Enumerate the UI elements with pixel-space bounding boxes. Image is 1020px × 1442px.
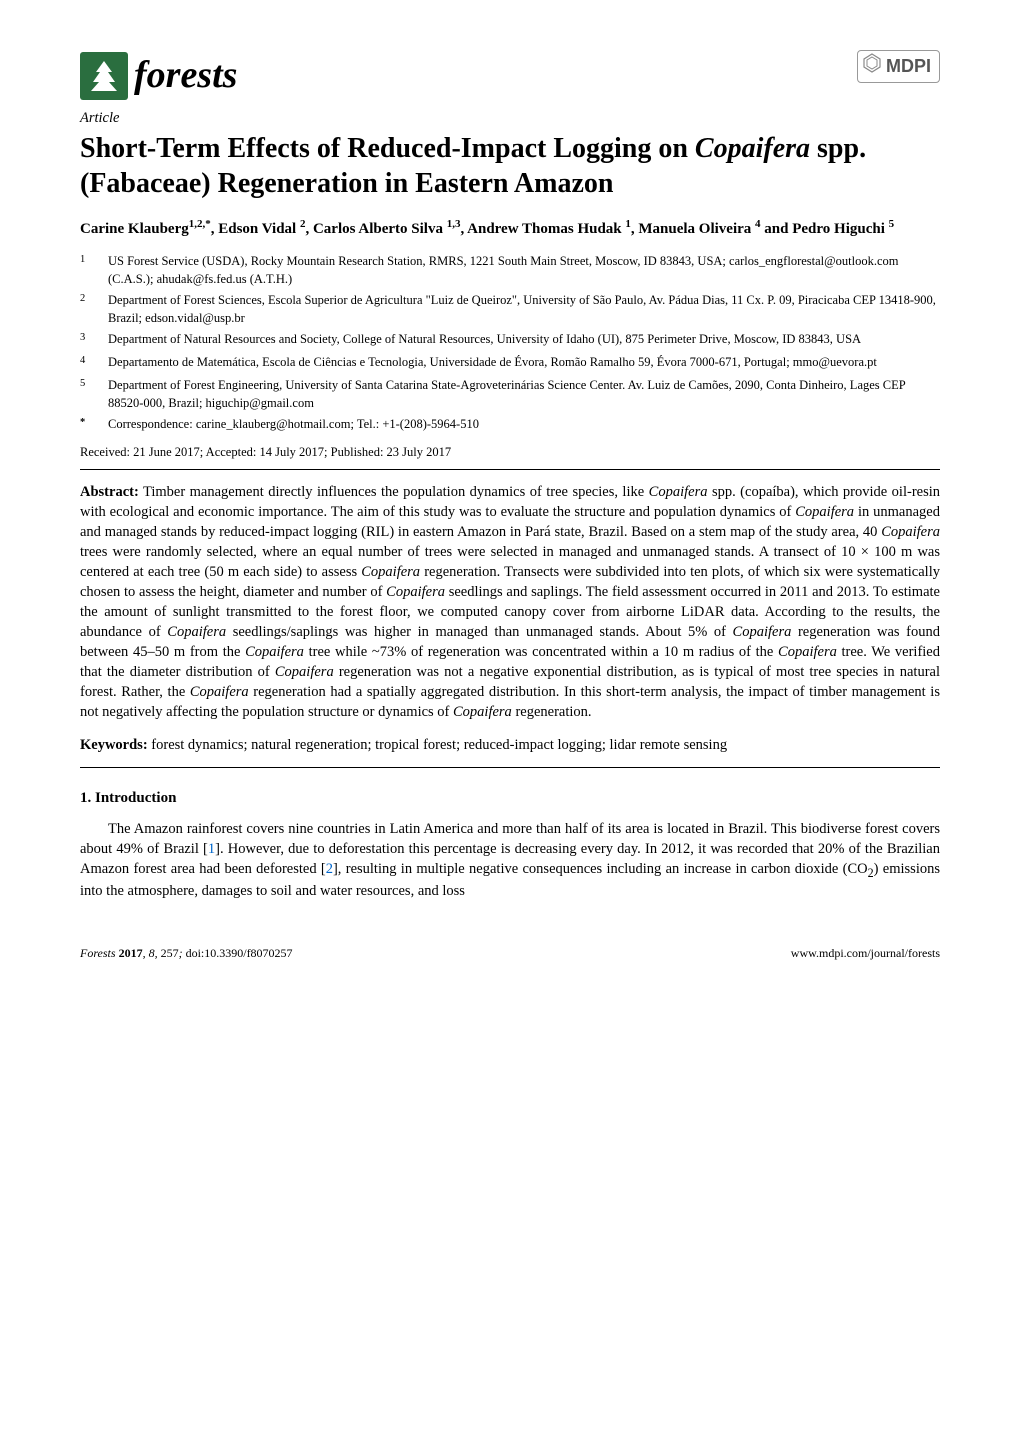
abs-3: Copaifera: [795, 504, 854, 520]
p1-4: ], resulting in multiple negative conseq…: [333, 861, 868, 877]
abs-15: Copaifera: [245, 644, 304, 660]
divider: [80, 767, 940, 768]
abstract-label: Abstract:: [80, 484, 139, 500]
affil-text: Department of Forest Engineering, Univer…: [108, 377, 940, 412]
affil-num-text: 5: [80, 378, 85, 389]
publisher-name: MDPI: [886, 54, 931, 78]
affil-text: Correspondence: carine_klauberg@hotmail.…: [108, 416, 940, 434]
publisher-logo: MDPI: [857, 50, 940, 83]
authors: Carine Klauberg1,2,*, Edson Vidal 2, Car…: [80, 217, 940, 239]
author-0-name: Carine Klauberg: [80, 221, 189, 237]
dates-row: Received: 21 June 2017; Accepted: 14 Jul…: [80, 444, 940, 461]
affil-num-text: 4: [80, 355, 85, 366]
abs-5: Copaifera: [881, 524, 940, 540]
abs-7: Copaifera: [361, 564, 420, 580]
footer-volume: 8: [149, 946, 155, 960]
affil-num: 1: [80, 253, 108, 288]
affil-row: 2 Department of Forest Sciences, Escola …: [80, 292, 940, 327]
affil-row: 4 Departamento de Matemática, Escola de …: [80, 354, 940, 373]
footer-right: www.mdpi.com/journal/forests: [791, 945, 940, 961]
abs-21: Copaifera: [190, 684, 249, 700]
affil-num-text: 3: [80, 332, 85, 343]
mdpi-hex-icon: [862, 53, 882, 80]
abs-24: regeneration.: [512, 704, 592, 720]
footer-year: 2017: [119, 946, 143, 960]
affil-row: 1 US Forest Service (USDA), Rocky Mounta…: [80, 253, 940, 288]
affil-num: 3: [80, 331, 108, 350]
footer-journal: Forests: [80, 946, 116, 960]
abs-12: seedlings/saplings was higher in managed…: [226, 624, 732, 640]
affil-text: Departamento de Matemática, Escola de Ci…: [108, 354, 940, 373]
footer-doi: doi:10.3390/f8070257: [186, 946, 293, 960]
affil-num-text: *: [80, 417, 85, 428]
author-3-name: , Andrew Thomas Hudak: [460, 221, 621, 237]
footer-pages: 257: [161, 946, 179, 960]
article-title: Short-Term Effects of Reduced-Impact Log…: [80, 131, 940, 201]
keywords-text: forest dynamics; natural regeneration; t…: [148, 737, 727, 753]
ref-link-2[interactable]: 2: [326, 861, 333, 877]
affil-text: Department of Natural Resources and Soci…: [108, 331, 940, 350]
abs-16: tree while ~73% of regeneration was conc…: [304, 644, 778, 660]
affil-num: 2: [80, 292, 108, 327]
author-2-name: , Carlos Alberto Silva: [305, 221, 443, 237]
author-5-name: and Pedro Higuchi: [761, 221, 885, 237]
affil-row: * Correspondence: carine_klauberg@hotmai…: [80, 416, 940, 434]
abs-11: Copaifera: [167, 624, 226, 640]
journal-logo-block: forests: [80, 50, 237, 101]
header-row: forests MDPI: [80, 50, 940, 101]
keywords: Keywords: forest dynamics; natural regen…: [80, 736, 940, 756]
tree-icon: [80, 52, 128, 100]
author-2-sup: 1,3: [447, 218, 461, 230]
abs-9: Copaifera: [386, 584, 445, 600]
author-5-sup: 5: [889, 218, 895, 230]
affil-num-text: 1: [80, 254, 85, 265]
affiliations: 1 US Forest Service (USDA), Rocky Mounta…: [80, 253, 940, 434]
abstract: Abstract: Timber management directly inf…: [80, 482, 940, 722]
affil-row: 5 Department of Forest Engineering, Univ…: [80, 377, 940, 412]
author-4-name: , Manuela Oliveira: [631, 221, 751, 237]
abs-19: Copaifera: [275, 664, 334, 680]
abs-13: Copaifera: [733, 624, 792, 640]
author-0-sup: 1,2,*: [189, 218, 211, 230]
journal-name: forests: [134, 50, 237, 101]
footer-left: Forests 2017, 8, 257; doi:10.3390/f80702…: [80, 945, 293, 961]
author-1-name: , Edson Vidal: [211, 221, 296, 237]
keywords-label: Keywords:: [80, 737, 148, 753]
tree-svg: [86, 58, 122, 94]
affil-text: US Forest Service (USDA), Rocky Mountain…: [108, 253, 940, 288]
footer-row: Forests 2017, 8, 257; doi:10.3390/f80702…: [80, 945, 940, 961]
title-pre: Short-Term Effects of Reduced-Impact Log…: [80, 133, 695, 164]
abs-0: Timber management directly influences th…: [139, 484, 649, 500]
abs-17: Copaifera: [778, 644, 837, 660]
title-genus: Copaifera: [695, 133, 810, 164]
abs-1: Copaifera: [649, 484, 708, 500]
affil-text: Department of Forest Sciences, Escola Su…: [108, 292, 940, 327]
abs-23: Copaifera: [453, 704, 512, 720]
section-1-para-1: The Amazon rainforest covers nine countr…: [80, 819, 940, 902]
affil-num: 4: [80, 354, 108, 373]
section-1-heading: 1. Introduction: [80, 788, 940, 808]
affil-num-text: 2: [80, 293, 85, 304]
affil-num: *: [80, 416, 108, 434]
article-type: Article: [80, 109, 940, 129]
divider: [80, 469, 940, 470]
footer-url[interactable]: www.mdpi.com/journal/forests: [791, 946, 940, 960]
affil-row: 3 Department of Natural Resources and So…: [80, 331, 940, 350]
affil-num: 5: [80, 377, 108, 412]
